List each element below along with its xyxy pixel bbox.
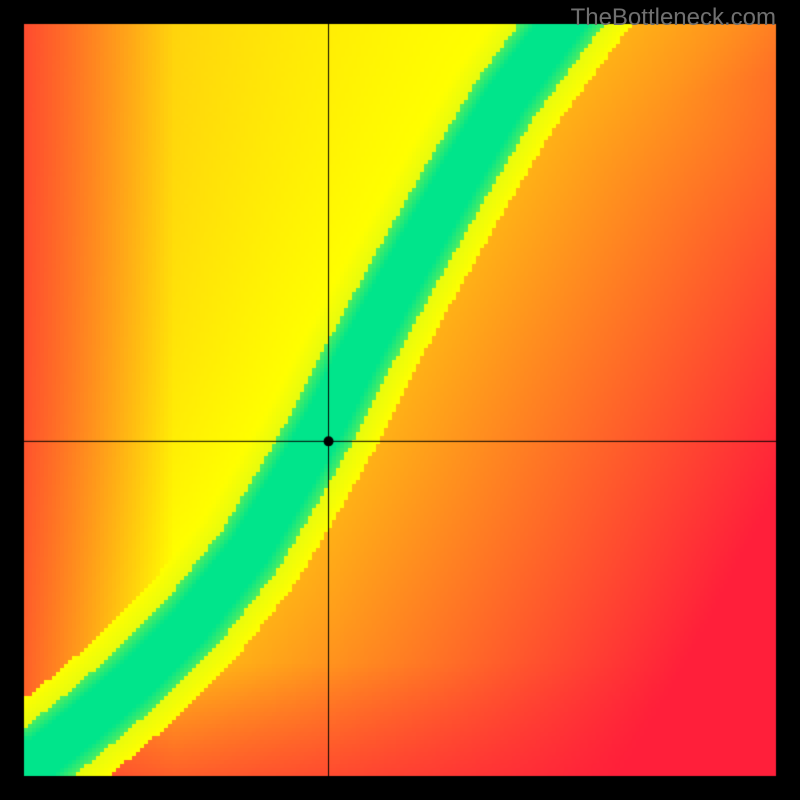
bottleneck-heatmap [0, 0, 800, 800]
watermark-text: TheBottleneck.com [571, 4, 776, 32]
chart-container: TheBottleneck.com [0, 0, 800, 800]
